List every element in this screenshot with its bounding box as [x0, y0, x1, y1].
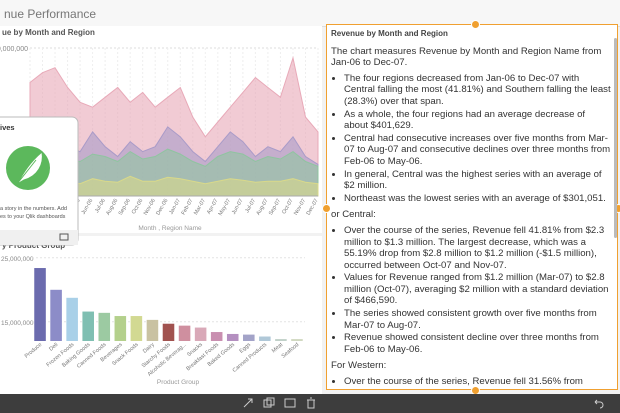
bullet: Northeast was the lowest series with an … [344, 193, 611, 205]
charts: ue by Month and Region0,000,000Jan-06Feb… [0, 26, 322, 394]
bullet: Values for Revenue ranged from $1.2 mill… [344, 272, 611, 307]
popup-footer-icon [59, 233, 69, 241]
bar [66, 297, 78, 341]
bar [194, 327, 207, 341]
x-axis-label: Month , Region Name [138, 225, 202, 232]
bar [162, 323, 175, 341]
bar [226, 333, 239, 341]
toolbar [0, 394, 620, 413]
narrative-panel: Revenue by Month and Region The chart mea… [326, 24, 618, 390]
bar [82, 311, 94, 341]
bullet: Revenue showed consistent decline over t… [344, 332, 611, 355]
bar [146, 319, 159, 341]
sheet-title: nue Performance [4, 7, 97, 21]
bullet: Central had consecutive increases over f… [344, 133, 611, 168]
bar [259, 336, 271, 341]
chart-title: ue by Month and Region [2, 28, 95, 37]
bar [50, 289, 62, 341]
bullet-list: The four regions decreased from Jan-06 t… [331, 73, 611, 205]
bullet: In general, Central was the highest seri… [344, 169, 611, 192]
bullet: The four regions decreased from Jan-06 t… [344, 73, 611, 108]
undo-icon[interactable] [592, 397, 604, 409]
section-heading: For Western: [331, 360, 387, 372]
narrative-title: Revenue by Month and Region [331, 29, 448, 38]
tool-icon[interactable] [284, 397, 296, 409]
resize-handle[interactable] [471, 20, 480, 29]
bar [291, 339, 303, 341]
bar-panel [0, 236, 322, 394]
section-heading: or Central: [331, 209, 376, 221]
x-tick-label: Deli [48, 342, 59, 353]
bullet: As a whole, the four regions had an aver… [344, 109, 611, 132]
x-axis-label: Product Group [157, 379, 200, 386]
bullet: The series showed consistent growth over… [344, 308, 611, 331]
sheet-title-bar: nue Performance [0, 0, 620, 27]
bar [130, 316, 143, 341]
bar [178, 325, 191, 341]
popup-text: es to your Qlik dashboards [0, 214, 66, 220]
tool-icon[interactable] [242, 397, 254, 409]
popup-text: a story in the numbers. Add [0, 206, 67, 212]
bar [98, 312, 111, 341]
popup-footer [0, 230, 78, 245]
popup-title: ives [0, 123, 15, 132]
resize-handle[interactable] [322, 204, 331, 213]
scrollbar[interactable] [614, 38, 617, 238]
tool-icon[interactable] [263, 397, 275, 409]
y-tick-label: 0,000,000 [0, 46, 28, 53]
narrative-body: Revenue by Month and Region The chart mea… [327, 25, 617, 389]
y-tick-label: 15,000,000 [1, 320, 34, 327]
tool-icon[interactable] [305, 397, 317, 409]
bar [34, 268, 46, 341]
bar [114, 316, 127, 341]
bullet-list: Over the course of the series, Revenue f… [331, 225, 611, 356]
popup-card: ives a story in the numbers. Add es to you… [0, 116, 79, 246]
bar [243, 334, 255, 341]
bar [210, 332, 223, 341]
narrative-intro: The chart measures Revenue by Month and … [331, 45, 602, 69]
popup-icon-feather [15, 151, 43, 186]
bar [275, 339, 287, 341]
bullet: Over the course of the series, Revenue f… [344, 225, 611, 271]
y-tick-label: 25,000,000 [1, 256, 34, 263]
